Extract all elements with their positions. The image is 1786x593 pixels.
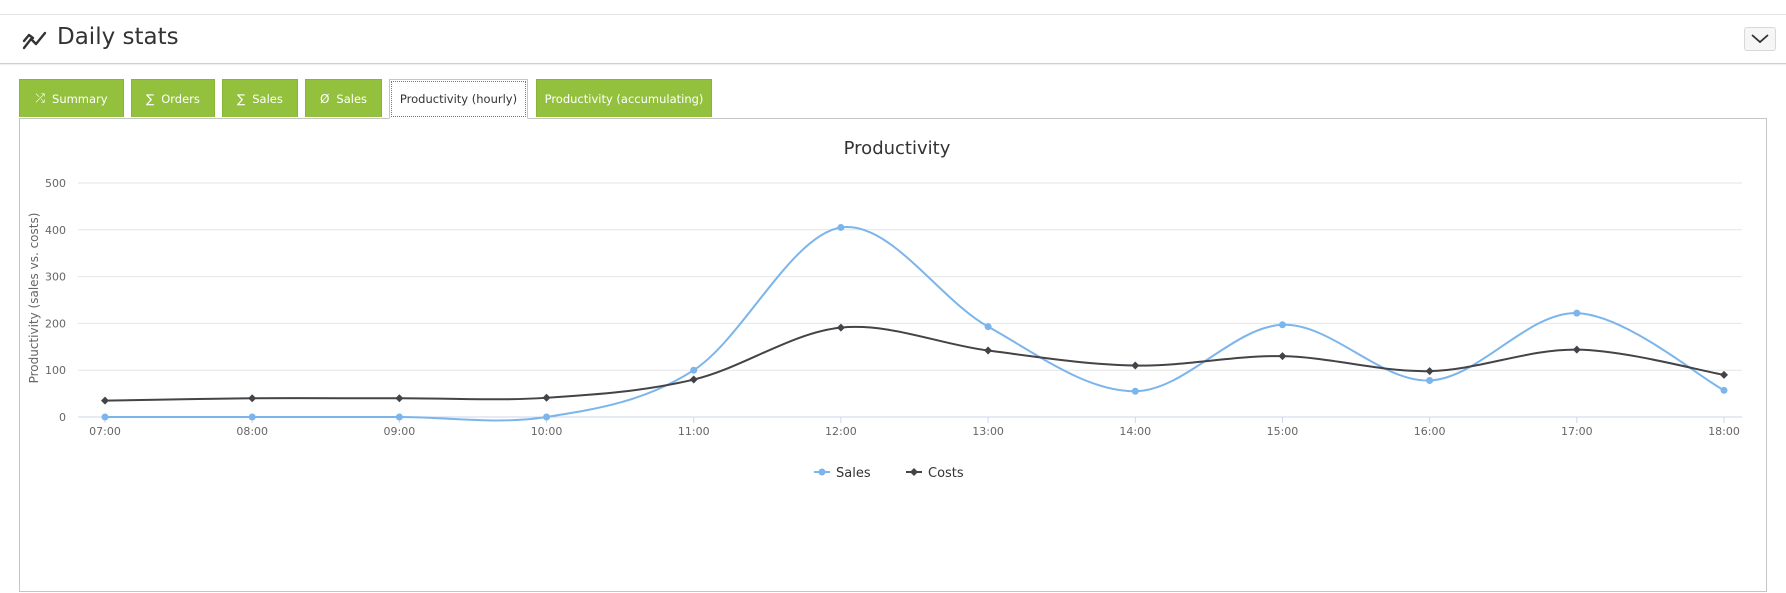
- panel-header: Daily stats: [0, 15, 1786, 64]
- data-point[interactable]: [1278, 321, 1286, 329]
- productivity-chart: Productivity Productivity (sales vs. cos…: [27, 138, 1742, 481]
- legend-item[interactable]: Costs: [906, 466, 964, 481]
- shuffle-icon: ⤮: [35, 91, 46, 105]
- tab-label: Sales: [252, 91, 283, 106]
- x-tick-label: 10:00: [531, 425, 563, 438]
- tab-label: Orders: [161, 91, 200, 106]
- x-tick-label: 15:00: [1267, 425, 1299, 438]
- data-point[interactable]: [1720, 386, 1728, 394]
- legend-symbol-marker: [818, 468, 826, 476]
- tab-productivity-accumulating[interactable]: Productivity (accumulating): [536, 79, 712, 117]
- tab-productivity-hourly[interactable]: Productivity (hourly): [389, 79, 528, 119]
- y-axis-title: Productivity (sales vs. costs): [27, 213, 41, 384]
- tab-label: Sales: [336, 91, 368, 106]
- data-point[interactable]: [689, 375, 698, 384]
- x-tick-label: 08:00: [236, 425, 268, 438]
- data-point[interactable]: [1573, 309, 1581, 317]
- data-point[interactable]: [1278, 352, 1287, 361]
- collapse-button[interactable]: [1744, 27, 1776, 51]
- data-point[interactable]: [690, 366, 698, 374]
- x-tick-label: 11:00: [678, 425, 710, 438]
- legend-symbol-marker: [910, 468, 918, 476]
- data-point[interactable]: [395, 413, 403, 421]
- data-point[interactable]: [1131, 361, 1140, 370]
- data-point[interactable]: [543, 413, 551, 421]
- x-tick-label: 07:00: [89, 425, 121, 438]
- data-point[interactable]: [1425, 367, 1434, 376]
- data-point[interactable]: [542, 393, 551, 402]
- y-tick-label: 500: [45, 177, 66, 190]
- x-tick-label: 16:00: [1414, 425, 1446, 438]
- data-point[interactable]: [837, 223, 845, 231]
- x-tick-label: 12:00: [825, 425, 857, 438]
- legend-item[interactable]: Sales: [814, 466, 871, 481]
- daily-stats-panel: Daily stats ⤮ Summary ∑ Orders ∑ Sales Ø…: [0, 14, 1786, 593]
- tab-label: Productivity (hourly): [399, 92, 518, 106]
- chevron-down-icon: [1751, 34, 1769, 44]
- x-axis-ticks: 07:00 08:00 09:00 10:00 11:00 12:00 13:00 14:00…: [89, 417, 1740, 438]
- tab-summary[interactable]: ⤮ Summary: [19, 79, 124, 117]
- legend: Sales Costs: [814, 466, 964, 481]
- series-sales: [101, 223, 1728, 422]
- chart-title: Productivity: [844, 138, 951, 159]
- data-point[interactable]: [1426, 376, 1434, 384]
- series-line-costs: [104, 325, 1725, 402]
- tab-sales-sum[interactable]: ∑ Sales: [222, 79, 298, 117]
- line-chart-icon: [22, 31, 47, 50]
- legend-label: Sales: [836, 466, 871, 481]
- data-point[interactable]: [836, 323, 845, 332]
- series-costs: [101, 323, 1728, 405]
- grid-lines: [78, 182, 1742, 418]
- y-axis-ticks: 0 100 200 300 400 500: [45, 177, 66, 424]
- sum-icon: ∑: [237, 91, 246, 106]
- panel-title: Daily stats: [57, 24, 179, 50]
- tab-orders-sum[interactable]: ∑ Orders: [131, 79, 215, 117]
- tab-label: Summary: [52, 91, 108, 106]
- data-point[interactable]: [984, 346, 993, 355]
- x-tick-label: 14:00: [1119, 425, 1151, 438]
- tab-sales-average[interactable]: Ø Sales: [305, 79, 382, 117]
- data-point[interactable]: [101, 413, 109, 421]
- legend-label: Costs: [928, 466, 964, 481]
- y-tick-label: 100: [45, 364, 66, 377]
- data-point[interactable]: [1572, 345, 1581, 354]
- data-point[interactable]: [1720, 370, 1728, 379]
- data-point[interactable]: [984, 323, 992, 331]
- tab-label: Productivity (accumulating): [544, 91, 704, 106]
- sum-icon: ∑: [146, 91, 155, 106]
- y-tick-label: 400: [45, 224, 66, 237]
- x-tick-label: 09:00: [384, 425, 416, 438]
- data-point[interactable]: [101, 396, 109, 405]
- y-tick-label: 200: [45, 317, 66, 330]
- data-point[interactable]: [395, 394, 404, 403]
- data-point[interactable]: [248, 413, 256, 421]
- y-tick-label: 0: [59, 411, 66, 424]
- x-tick-label: 18:00: [1708, 425, 1740, 438]
- average-icon: Ø: [319, 91, 330, 106]
- y-tick-label: 300: [45, 271, 66, 284]
- data-point[interactable]: [248, 394, 257, 403]
- data-point[interactable]: [1131, 387, 1139, 395]
- chart-container: Productivity Productivity (sales vs. cos…: [19, 118, 1767, 592]
- series-layer: [101, 223, 1728, 422]
- x-tick-label: 13:00: [972, 425, 1004, 438]
- x-tick-label: 17:00: [1561, 425, 1593, 438]
